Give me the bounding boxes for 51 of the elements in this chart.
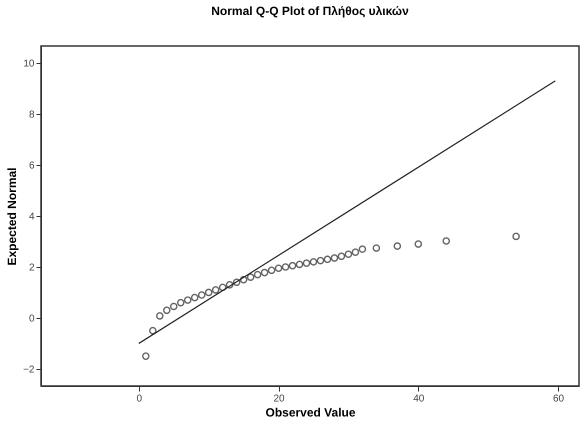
- point: [260, 268, 268, 276]
- point: [442, 237, 450, 245]
- point: [316, 256, 324, 264]
- chart-title: Normal Q-Q Plot of Πλήθος υλικών: [211, 4, 410, 18]
- y-tick-label: 6: [28, 160, 35, 172]
- point: [142, 352, 150, 360]
- point: [330, 254, 338, 262]
- point: [414, 240, 422, 248]
- point: [302, 259, 310, 267]
- point: [338, 252, 346, 260]
- point: [254, 270, 262, 278]
- y-tick-label: 8: [28, 110, 35, 121]
- y-axis-title: Expected Normal: [5, 167, 20, 266]
- point: [156, 312, 164, 320]
- point: [372, 244, 380, 252]
- point: [212, 286, 220, 294]
- point: [324, 256, 332, 264]
- point: [344, 250, 352, 258]
- y-tick-label: 10: [23, 58, 35, 70]
- point: [310, 258, 318, 266]
- point: [296, 260, 304, 268]
- x-tick-label: 20: [273, 394, 286, 404]
- point: [204, 288, 212, 296]
- y-tick-label: 0: [28, 313, 35, 324]
- point: [288, 262, 296, 270]
- point: [240, 276, 248, 284]
- point: [176, 298, 185, 306]
- point: [274, 264, 282, 272]
- y-tick-label: 4: [28, 212, 35, 222]
- point: [512, 232, 520, 240]
- point: [198, 291, 206, 299]
- point: [190, 294, 198, 302]
- y-tick-label: 2: [28, 262, 35, 274]
- point: [170, 302, 178, 310]
- point: [226, 281, 234, 289]
- point: [394, 242, 402, 250]
- point: [282, 263, 290, 271]
- point: [232, 278, 240, 286]
- x-tick-label: 0: [136, 394, 143, 404]
- point: [268, 266, 276, 274]
- x-tick-label: 40: [413, 394, 425, 404]
- x-tick-label: 60: [552, 394, 565, 404]
- point: [162, 306, 171, 314]
- point: [358, 245, 366, 253]
- point: [184, 296, 192, 304]
- point: [149, 326, 157, 334]
- point: [218, 284, 226, 292]
- x-axis-title: Observed Value: [265, 406, 356, 420]
- point: [246, 273, 254, 281]
- point: [352, 248, 360, 256]
- y-tick-label: −2: [23, 364, 35, 376]
